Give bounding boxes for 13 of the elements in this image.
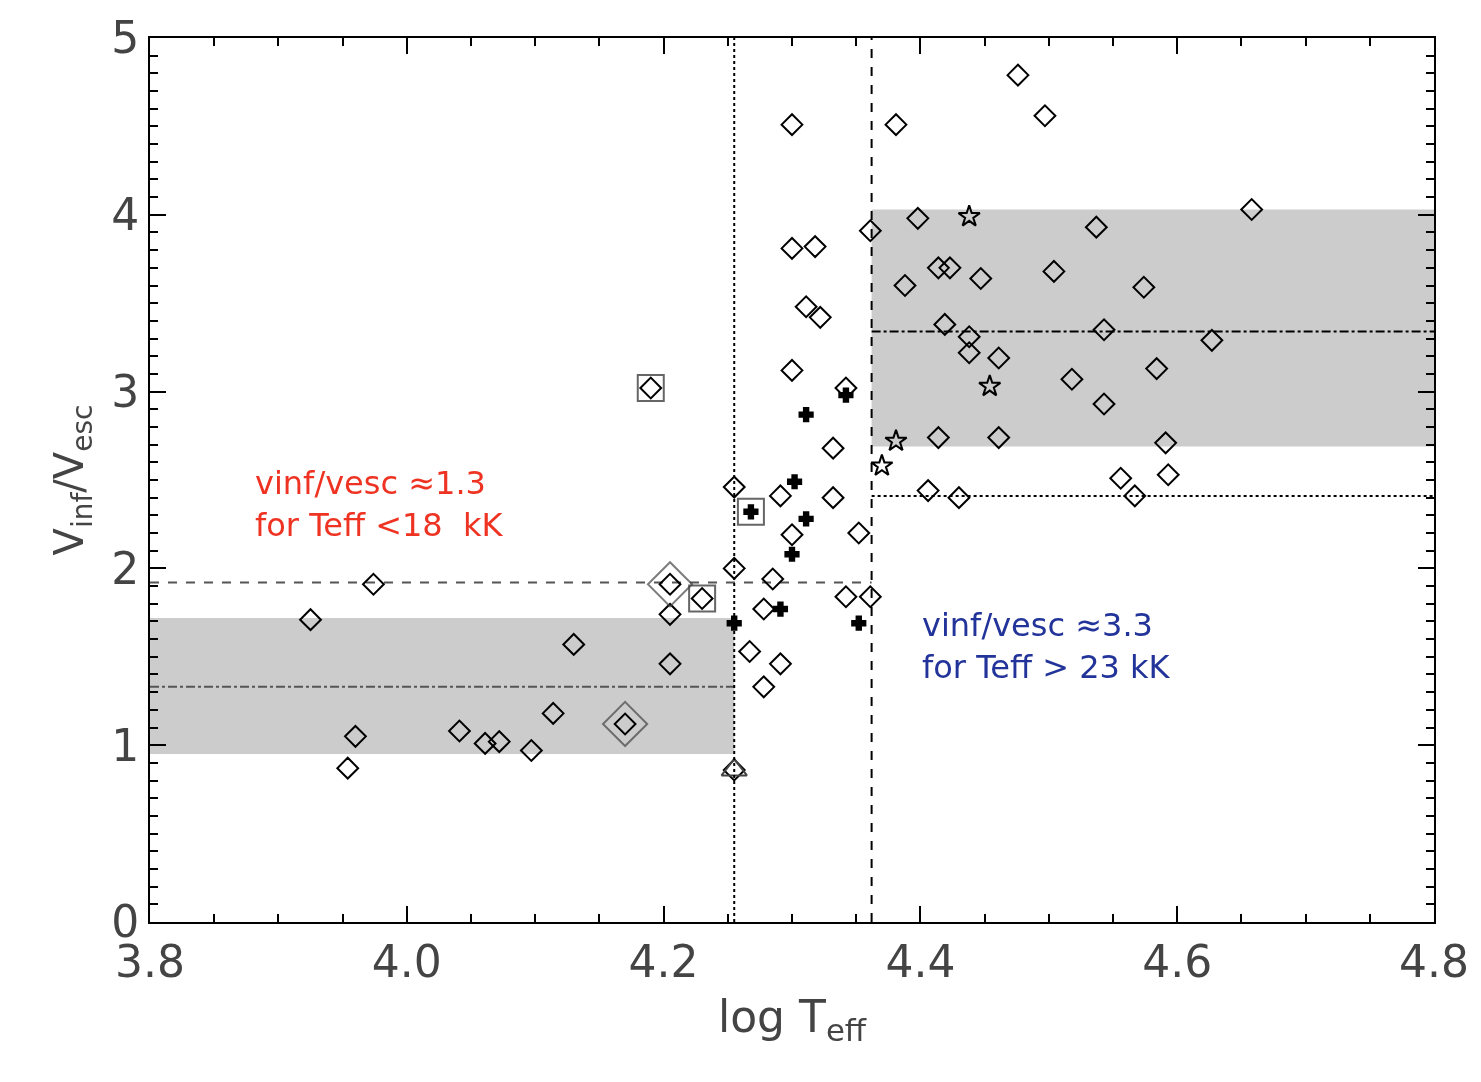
y-tick-label: 3 xyxy=(111,366,140,417)
y-tick-label: 1 xyxy=(111,719,140,771)
x-tick-label: 4.0 xyxy=(371,935,442,987)
x-axis-title: log T$_{eff}$ xyxy=(717,990,867,1048)
y-tick-label: 4 xyxy=(111,189,140,241)
y-tick-label: 2 xyxy=(111,542,140,594)
x-tick-label: 4.6 xyxy=(1142,935,1213,987)
annotation: vinf/vesc ≈3.3 for Teff > 23 kK xyxy=(922,606,1171,686)
annotation: vinf/vesc ≈1.3 for Teff <18 kK xyxy=(255,464,504,544)
x-tick-label: 4.8 xyxy=(1399,935,1469,987)
x-tick-label: 4.4 xyxy=(885,935,956,987)
y-tick-label: 5 xyxy=(111,12,140,64)
x-tick-label: 4.2 xyxy=(628,935,699,987)
